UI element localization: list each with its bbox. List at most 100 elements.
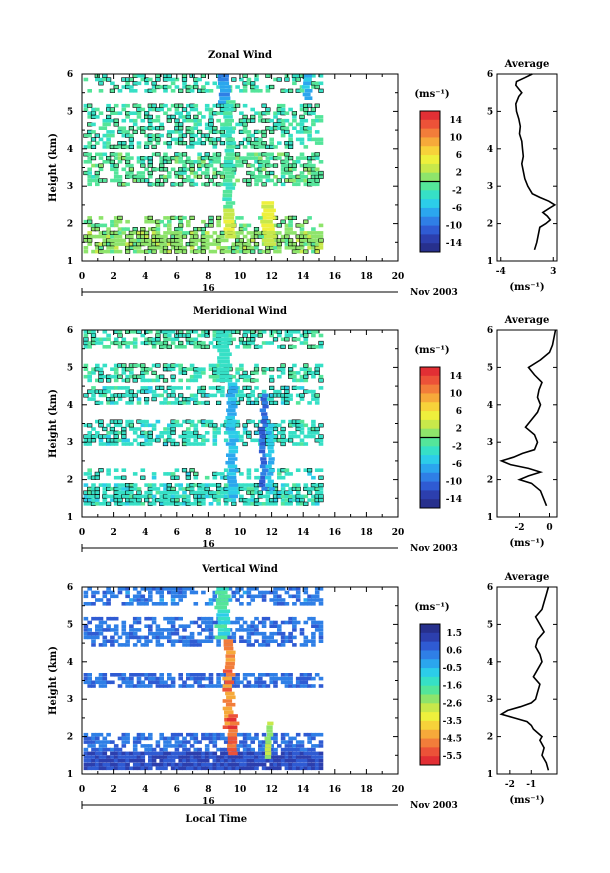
- heat-cell: [269, 397, 274, 401]
- heat-streak: [228, 449, 239, 454]
- average-profile-line: [499, 329, 557, 507]
- heat-cell: [295, 620, 301, 625]
- heat-cell: [144, 643, 149, 647]
- heat-cell: [151, 676, 157, 681]
- heat-cell: [95, 740, 100, 744]
- heat-cell: [106, 762, 111, 767]
- heat-cell: [254, 639, 259, 643]
- heat-cell: [212, 740, 218, 744]
- heat-cell: [254, 246, 259, 250]
- heat-cell: [151, 231, 157, 235]
- heat-cell: [201, 620, 206, 625]
- heat-cell: [284, 242, 290, 246]
- average-x-label: (ms⁻¹): [509, 795, 544, 806]
- heat-cell: [106, 114, 112, 119]
- heat-cell: [189, 423, 195, 428]
- heat-cell: [113, 122, 119, 127]
- heat-cell: [197, 118, 202, 123]
- heat-cell: [144, 423, 149, 428]
- heat-cell: [295, 442, 301, 446]
- heat-cell: [307, 616, 312, 621]
- heat-streak: [217, 631, 231, 636]
- heat-cell: [106, 401, 111, 405]
- heat-cell: [220, 171, 225, 175]
- heat-cell: [318, 676, 324, 681]
- heat-cell: [261, 502, 267, 506]
- heat-cell: [250, 766, 255, 771]
- heat-cell: [212, 249, 218, 254]
- heat-cell: [314, 171, 320, 175]
- heat-cell: [148, 684, 153, 688]
- heat-cell: [109, 426, 115, 432]
- heat-cell: [303, 751, 309, 756]
- heat-cell: [98, 163, 104, 168]
- heat-cell: [159, 163, 165, 168]
- heat-cell: [307, 160, 312, 164]
- heat-cell: [246, 178, 252, 183]
- heat-cell: [239, 216, 244, 220]
- heat-cell: [254, 624, 259, 628]
- heat-cell: [193, 676, 199, 681]
- heat-cell: [288, 333, 293, 338]
- heat-cell: [125, 115, 130, 119]
- heat-cell: [299, 755, 305, 759]
- heat-cell: [87, 620, 92, 625]
- heat-cell: [273, 502, 278, 506]
- heat-cell: [110, 747, 115, 752]
- colorbar-swatch: [420, 738, 440, 748]
- heat-cell: [216, 219, 221, 224]
- heat-cell: [155, 77, 161, 82]
- heat-cell: [212, 594, 218, 599]
- heat-cell: [136, 673, 142, 677]
- heat-cell: [212, 345, 218, 349]
- heat-streak: [260, 419, 267, 424]
- heat-cell: [91, 732, 96, 737]
- heat-cell: [117, 386, 123, 390]
- heat-cell: [311, 330, 316, 334]
- heat-cell: [151, 133, 157, 138]
- heat-cell: [136, 639, 142, 643]
- heat-cell: [216, 747, 221, 752]
- heat-cell: [170, 602, 176, 606]
- heat-cell: [128, 144, 135, 150]
- heat-cell: [125, 103, 130, 108]
- heat-cell: [178, 616, 183, 621]
- heat-cell: [148, 744, 153, 748]
- heat-cell: [261, 616, 267, 621]
- heat-cell: [193, 643, 199, 647]
- heat-cell: [148, 341, 153, 345]
- heat-cell: [258, 145, 263, 149]
- heat-cell: [299, 223, 305, 228]
- heat-cell: [208, 762, 214, 767]
- heat-cell: [273, 111, 278, 115]
- heat-cell: [292, 624, 297, 628]
- heat-cell: [235, 156, 240, 160]
- heat-cell: [295, 160, 301, 164]
- heat-cell: [307, 234, 312, 239]
- heat-cell: [223, 736, 229, 741]
- heat-cell: [170, 755, 176, 759]
- heat-cell: [303, 755, 309, 759]
- heat-cell: [239, 434, 244, 439]
- heat-cell: [140, 751, 146, 756]
- heat-cell: [155, 631, 161, 636]
- heat-cell: [174, 141, 180, 145]
- heat-cell: [318, 160, 324, 164]
- heat-cell: [186, 330, 191, 334]
- heat-cell: [261, 249, 267, 254]
- colorbar-swatch: [420, 181, 440, 191]
- heat-cell: [189, 431, 195, 435]
- heat-cell: [250, 171, 255, 175]
- heat-cell: [148, 631, 153, 636]
- heat-cell: [129, 85, 134, 89]
- heat-cell: [159, 643, 164, 647]
- heat-cell: [129, 502, 134, 506]
- heat-cell: [208, 676, 214, 681]
- average-y-tick-label: 6: [487, 70, 493, 80]
- heat-cell: [102, 238, 108, 243]
- heat-cell: [280, 367, 286, 371]
- heat-cell: [193, 762, 199, 767]
- heat-cell: [250, 483, 255, 487]
- heat-cell: [220, 759, 225, 763]
- heat-cell: [110, 401, 115, 405]
